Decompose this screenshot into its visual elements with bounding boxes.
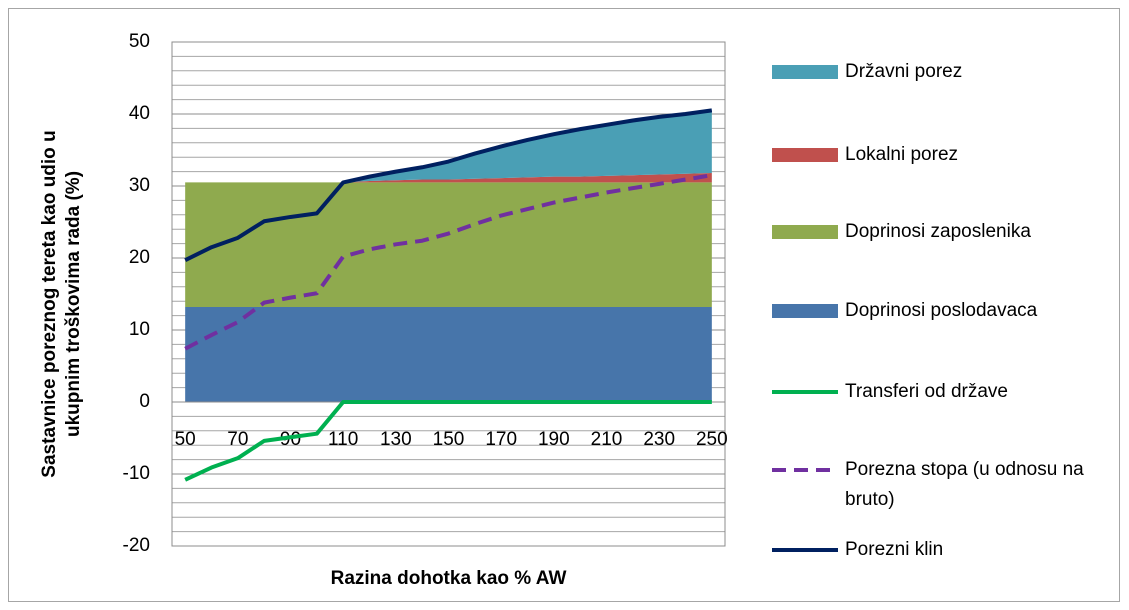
legend-swatch: [772, 304, 838, 318]
area: [185, 173, 712, 183]
y-tick-label: 20: [129, 247, 150, 268]
x-tick-label: 150: [433, 429, 465, 450]
area: [185, 110, 712, 183]
x-tick-label: 130: [380, 429, 412, 450]
y-tick-label: 0: [139, 391, 150, 412]
y-tick-label: 40: [129, 103, 150, 124]
y-axis-title: Sastavnice poreznog tereta kao udio u uk…: [39, 130, 84, 478]
line: [184, 400, 712, 482]
x-tick-label: 90: [280, 429, 301, 450]
y-tick-label: 50: [129, 31, 150, 52]
x-tick-label: 210: [591, 429, 623, 450]
legend-label: Doprinosi poslodavaca: [845, 300, 1038, 321]
y-tick-label: -20: [123, 535, 150, 556]
x-tick-label: 190: [538, 429, 570, 450]
legend-swatch: [772, 148, 838, 162]
line: [184, 108, 713, 262]
area: [185, 182, 712, 307]
y-tick-label: 10: [129, 319, 150, 340]
legend-label: Državni porez: [845, 61, 963, 82]
x-axis-title: Razina dohotka kao % AW: [330, 568, 567, 589]
legend-label: Doprinosi zaposlenika: [845, 221, 1031, 242]
x-tick-label: 170: [485, 429, 517, 450]
legend-label: Lokalni porez: [845, 144, 959, 165]
plot-border: [171, 41, 726, 547]
legend-label: Porezna stopa (u odnosu na bruto): [845, 459, 1084, 510]
x-tick-label: 50: [175, 429, 196, 450]
y-tick-label: -10: [123, 463, 150, 484]
chart-border: [8, 8, 1120, 602]
line: [184, 173, 713, 351]
legend-label: Transferi od države: [845, 381, 1008, 402]
area: [185, 306, 712, 402]
legend-label: Porezni klin: [845, 539, 944, 560]
x-tick-label: 250: [696, 429, 728, 450]
x-tick-label: 70: [227, 429, 248, 450]
y-tick-label: 30: [129, 175, 150, 196]
legend-swatch: [772, 65, 838, 79]
x-tick-label: 230: [643, 429, 675, 450]
x-tick-label: 110: [328, 429, 358, 450]
legend-swatch: [772, 225, 838, 239]
